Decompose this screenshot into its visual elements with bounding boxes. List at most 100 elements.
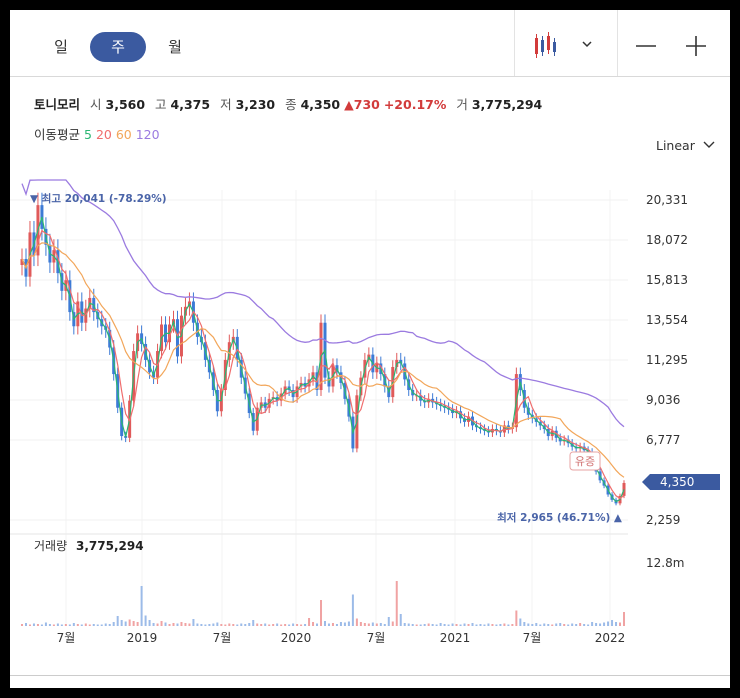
- stock-name: 토니모리: [34, 97, 81, 112]
- volume-bar: [304, 624, 307, 626]
- high-label: 고: [155, 97, 167, 112]
- rights-offering-badge: [569, 451, 601, 471]
- volume-bar: [272, 624, 275, 626]
- volume-bar: [575, 624, 578, 626]
- x-tick-label: 2022: [595, 631, 626, 645]
- volume-bar: [260, 624, 263, 626]
- volume-bar: [308, 618, 311, 626]
- volume-bar: [76, 624, 79, 626]
- volume-bar: [599, 623, 602, 626]
- volume-bar: [519, 618, 522, 626]
- candlestick-icon: [535, 32, 592, 58]
- volume-bar: [399, 614, 402, 626]
- volume-bar: [411, 624, 414, 626]
- volume-bar: [108, 624, 111, 626]
- y-tick-label: 2,259: [646, 513, 680, 527]
- volume-bar: [611, 620, 614, 626]
- tab-month[interactable]: 월: [168, 38, 182, 56]
- volume-bar: [228, 623, 231, 626]
- volume-bar: [180, 622, 183, 626]
- volume-bar: [615, 622, 618, 626]
- volume-bar: [523, 622, 526, 626]
- volume-bar: [563, 624, 566, 626]
- volume-bar: [200, 624, 203, 626]
- volume-bar: [543, 623, 546, 626]
- price-chart[interactable]: 20,331 18,072 15,813 13,554 11,295 9,036 6,777…: [10, 10, 730, 688]
- tab-week[interactable]: 주: [90, 32, 146, 62]
- volume-bar: [607, 621, 610, 626]
- volume-bar: [164, 622, 167, 626]
- volume-bar: [172, 623, 175, 626]
- tab-day[interactable]: 일: [54, 38, 68, 56]
- volume-bar: [176, 623, 179, 626]
- volume-bar: [144, 615, 147, 626]
- volume-bar: [168, 624, 171, 626]
- open-value: 3,560: [105, 97, 146, 112]
- close-value: 4,350: [300, 97, 341, 112]
- y-tick-label: 18,072: [646, 233, 688, 247]
- volume-bar: [591, 622, 594, 626]
- volume-bar: [327, 623, 330, 626]
- y-tick-label: 11,295: [646, 353, 688, 367]
- current-price-tag: [642, 474, 720, 490]
- volume-bar: [379, 623, 382, 626]
- stock-chart-widget: 일 주 월 토니모리 시 3,560 고 4,375 저 3,230 종 4,3…: [10, 10, 730, 688]
- volume-bar: [359, 622, 362, 626]
- volume-bar: [216, 622, 219, 626]
- volume-bar: [72, 623, 75, 626]
- y-tick-label: 20,331: [646, 193, 688, 207]
- close-label: 종: [285, 97, 297, 112]
- volume-bar: [427, 623, 430, 626]
- volume-bar: [491, 624, 494, 626]
- volume-bar: [579, 623, 582, 626]
- volume-bar: [44, 622, 47, 626]
- volume-bar: [471, 623, 474, 626]
- volume-bar: [192, 619, 195, 626]
- volume-total: 3,775,294: [76, 539, 144, 553]
- volume-bar: [256, 623, 259, 626]
- volume-bar: [300, 624, 303, 626]
- volume-bar: [395, 581, 398, 626]
- volume-bar: [567, 624, 570, 626]
- scale-selector[interactable]: Linear: [656, 138, 715, 153]
- volume-bar: [292, 623, 295, 626]
- volume-bar: [80, 624, 83, 626]
- volume-bar: [156, 623, 159, 626]
- volume-bar: [140, 586, 143, 626]
- volume-bar: [316, 623, 319, 626]
- volume-bar: [64, 624, 67, 626]
- volume-bar: [479, 624, 482, 626]
- volume-bar: [240, 623, 243, 626]
- volume-bar: [423, 624, 426, 626]
- volume-bar: [463, 623, 466, 626]
- volume-bar: [36, 624, 39, 626]
- plus-icon[interactable]: [684, 34, 708, 58]
- volume-bar: [371, 622, 374, 626]
- x-tick-label: 7월: [523, 631, 542, 645]
- volume-tick-label: 12.8m: [646, 556, 684, 570]
- volume-bar: [268, 624, 271, 626]
- volume-bar: [56, 623, 59, 626]
- volume-bar: [284, 624, 287, 626]
- volume-bar: [603, 622, 606, 626]
- volume-bar: [583, 624, 586, 626]
- volume-bar: [244, 624, 247, 626]
- low-label: 저: [220, 97, 232, 112]
- ma60-line: [21, 242, 625, 478]
- volume-bar: [623, 612, 625, 626]
- volume-bar: [351, 594, 354, 626]
- volume-bar: [511, 624, 514, 626]
- ma20-line: [21, 229, 625, 500]
- volume-bar: [252, 620, 255, 626]
- volume-bar: [339, 622, 342, 626]
- chart-type-selector[interactable]: [514, 10, 618, 76]
- volume-bar: [136, 622, 139, 626]
- ma5-label: 5: [84, 127, 92, 142]
- moving-average-legend: 이동평균 5 20 60 120: [34, 124, 160, 143]
- volume-bar: [551, 624, 554, 626]
- volume-bar: [96, 624, 99, 626]
- minus-icon[interactable]: [634, 34, 658, 58]
- x-tick-label: 7월: [57, 631, 76, 645]
- x-tick-label: 2021: [440, 631, 471, 645]
- volume-bar: [559, 623, 562, 626]
